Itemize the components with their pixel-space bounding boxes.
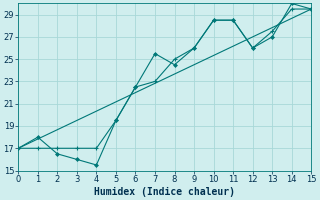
X-axis label: Humidex (Indice chaleur): Humidex (Indice chaleur) xyxy=(94,186,235,197)
